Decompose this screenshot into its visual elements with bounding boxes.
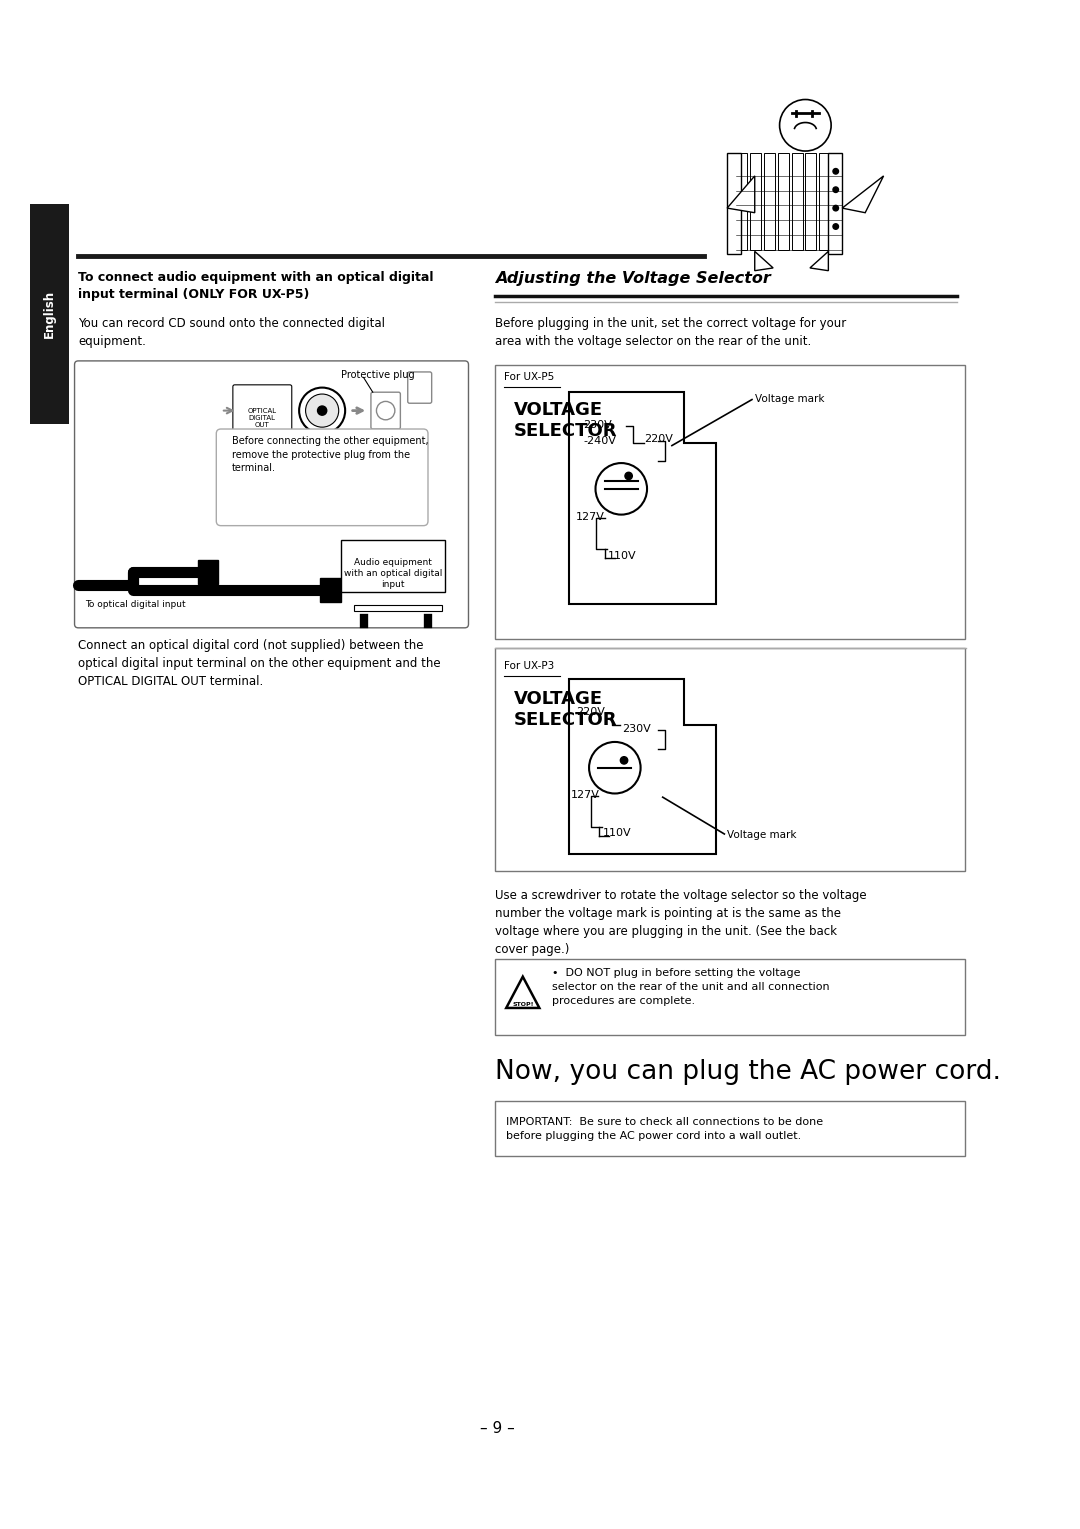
Bar xyxy=(819,153,831,249)
Text: Before plugging in the unit, set the correct voltage for your
area with the volt: Before plugging in the unit, set the cor… xyxy=(495,317,847,347)
Bar xyxy=(751,153,761,249)
Polygon shape xyxy=(810,251,828,271)
Bar xyxy=(727,153,741,254)
Circle shape xyxy=(833,205,838,211)
Bar xyxy=(764,153,775,249)
Circle shape xyxy=(625,472,632,480)
Text: For UX-P5: For UX-P5 xyxy=(504,372,555,382)
Polygon shape xyxy=(842,176,883,213)
Bar xyxy=(737,153,747,249)
Text: 220V: 220V xyxy=(645,434,673,443)
PathPatch shape xyxy=(569,393,716,604)
Text: To optical digital input: To optical digital input xyxy=(84,601,186,609)
Text: – 9 –: – 9 – xyxy=(480,1422,514,1436)
PathPatch shape xyxy=(569,679,716,855)
Text: 230V: 230V xyxy=(622,723,651,734)
Polygon shape xyxy=(507,977,539,1008)
Text: VOLTAGE
SELECTOR: VOLTAGE SELECTOR xyxy=(514,691,617,729)
Circle shape xyxy=(318,407,327,416)
Circle shape xyxy=(595,463,647,515)
FancyBboxPatch shape xyxy=(233,385,292,431)
Text: 127V: 127V xyxy=(576,512,605,521)
Text: Audio equipment
with an optical digital
input: Audio equipment with an optical digital … xyxy=(343,558,442,589)
Text: Protective plug: Protective plug xyxy=(340,370,414,381)
Text: Voltage mark: Voltage mark xyxy=(727,830,797,841)
FancyBboxPatch shape xyxy=(370,393,401,430)
FancyBboxPatch shape xyxy=(216,430,428,526)
Text: Connect an optical digital cord (not supplied) between the
optical digital input: Connect an optical digital cord (not sup… xyxy=(78,639,441,688)
FancyBboxPatch shape xyxy=(408,372,432,404)
Bar xyxy=(828,153,842,254)
Bar xyxy=(778,153,788,249)
Bar xyxy=(495,364,964,639)
Bar xyxy=(321,578,340,602)
Bar xyxy=(792,153,802,249)
Text: 230V: 230V xyxy=(583,420,612,430)
Circle shape xyxy=(620,757,627,764)
Text: •  DO NOT plug in before setting the voltage
selector on the rear of the unit an: • DO NOT plug in before setting the volt… xyxy=(552,968,829,1006)
Text: OPTICAL
DIGITAL
OUT: OPTICAL DIGITAL OUT xyxy=(247,408,276,428)
Text: 127V: 127V xyxy=(570,790,599,800)
Circle shape xyxy=(833,168,838,174)
Bar xyxy=(198,560,218,584)
Text: Before connecting the other equipment,
remove the protective plug from the
termi: Before connecting the other equipment, r… xyxy=(232,436,429,472)
Text: You can record CD sound onto the connected digital
equipment.: You can record CD sound onto the connect… xyxy=(78,317,386,347)
Circle shape xyxy=(377,402,395,420)
Text: STOP!: STOP! xyxy=(512,1003,534,1008)
Bar xyxy=(495,648,964,872)
Bar xyxy=(806,153,816,249)
Text: Use a screwdriver to rotate the voltage selector so the voltage
number the volta: Use a screwdriver to rotate the voltage … xyxy=(495,890,867,956)
Text: Now, you can plug the AC power cord.: Now, you can plug the AC power cord. xyxy=(495,1060,1001,1086)
Text: 110V: 110V xyxy=(607,550,636,561)
Circle shape xyxy=(780,99,832,151)
FancyBboxPatch shape xyxy=(75,361,469,628)
Polygon shape xyxy=(755,251,773,271)
FancyBboxPatch shape xyxy=(340,540,445,592)
Circle shape xyxy=(306,394,339,427)
Bar xyxy=(30,203,69,425)
Text: 110V: 110V xyxy=(603,829,632,838)
Text: Adjusting the Voltage Selector: Adjusting the Voltage Selector xyxy=(495,271,771,286)
Bar xyxy=(495,1101,964,1156)
Text: -240V: -240V xyxy=(583,436,617,446)
Text: 220V: 220V xyxy=(576,706,605,717)
Polygon shape xyxy=(727,176,755,213)
Text: English: English xyxy=(43,291,56,338)
Bar xyxy=(354,605,442,612)
Circle shape xyxy=(299,387,346,434)
Text: To connect audio equipment with an optical digital
input terminal (ONLY FOR UX-P: To connect audio equipment with an optic… xyxy=(78,271,434,301)
Text: Voltage mark: Voltage mark xyxy=(755,394,824,404)
Circle shape xyxy=(833,187,838,193)
Text: IMPORTANT:  Be sure to check all connections to be done
before plugging the AC p: IMPORTANT: Be sure to check all connecti… xyxy=(507,1118,823,1142)
Circle shape xyxy=(833,223,838,229)
Text: VOLTAGE
SELECTOR: VOLTAGE SELECTOR xyxy=(514,402,617,440)
Bar xyxy=(495,959,964,1035)
Text: For UX-P3: For UX-P3 xyxy=(504,661,555,671)
Circle shape xyxy=(589,742,640,794)
